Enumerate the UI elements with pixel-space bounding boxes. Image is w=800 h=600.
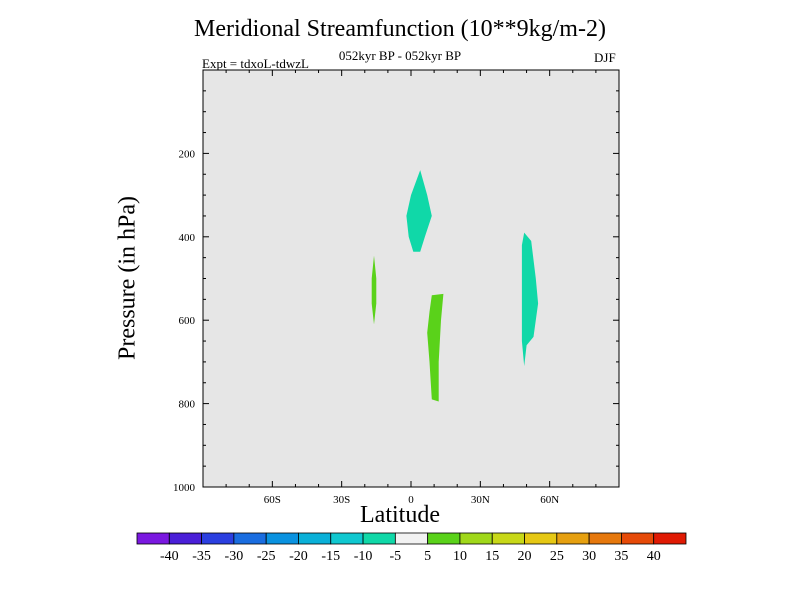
colorbar-label: -10 bbox=[354, 549, 373, 564]
y-tick-label: 800 bbox=[179, 399, 196, 411]
colorbar-label: -5 bbox=[390, 549, 402, 564]
colorbar-box bbox=[362, 532, 396, 545]
colorbar-box bbox=[136, 532, 170, 545]
y-tick-label: 600 bbox=[179, 315, 196, 327]
experiment-label: Expt = tdxoL-tdwzL bbox=[202, 56, 309, 71]
colorbar-label: 30 bbox=[582, 549, 596, 564]
chart-subtitle: 052kyr BP - 052kyr BP bbox=[338, 48, 462, 63]
colorbar-label: 40 bbox=[647, 549, 661, 564]
colorbar-box bbox=[524, 532, 558, 545]
colorbar-label: -20 bbox=[289, 549, 308, 564]
colorbar-label: 35 bbox=[614, 549, 628, 564]
colorbar-box bbox=[588, 532, 622, 545]
colorbar-box bbox=[394, 532, 429, 545]
x-tick-label: 60N bbox=[540, 494, 559, 506]
y-tick-label: 1000 bbox=[173, 482, 196, 494]
colorbar-label: 20 bbox=[518, 549, 532, 564]
colorbar-label: -35 bbox=[192, 549, 211, 564]
y-tick-label: 400 bbox=[179, 232, 196, 244]
colorbar-label: -40 bbox=[160, 549, 179, 564]
x-tick-label: 0 bbox=[408, 494, 414, 506]
plot-background bbox=[203, 70, 619, 487]
colorbar-label: -30 bbox=[225, 549, 244, 564]
colorbar-box bbox=[491, 532, 525, 545]
colorbar-box bbox=[168, 532, 202, 545]
x-tick-label: 30S bbox=[333, 494, 350, 506]
colorbar-box bbox=[201, 532, 235, 545]
colorbar-box bbox=[233, 532, 267, 545]
colorbar-label: -15 bbox=[321, 549, 340, 564]
colorbar-label: 25 bbox=[550, 549, 564, 564]
colorbar-label: 5 bbox=[424, 549, 431, 564]
x-tick-label: 60S bbox=[264, 494, 281, 506]
colorbar-box bbox=[427, 532, 461, 545]
colorbar-box bbox=[556, 532, 590, 545]
contour-region-south-subtropics-negative bbox=[371, 255, 377, 325]
y-tick-label: 200 bbox=[179, 148, 196, 160]
colorbar-label: -25 bbox=[257, 549, 276, 564]
x-axis-label: Latitude bbox=[360, 502, 440, 528]
colorbar-box bbox=[653, 532, 687, 545]
colorbar-label: 10 bbox=[453, 549, 467, 564]
chart-title: Meridional Streamfunction (10**9kg/m-2) bbox=[194, 16, 606, 42]
colorbar-box bbox=[265, 532, 299, 545]
colorbar-box bbox=[330, 532, 364, 545]
colorbar-label: 15 bbox=[485, 549, 499, 564]
colorbar-box bbox=[298, 532, 332, 545]
colorbar-box bbox=[621, 532, 655, 545]
colorbar-box bbox=[459, 532, 493, 545]
season-label: DJF bbox=[594, 50, 616, 65]
contour-region-upper-tropics-positive bbox=[406, 170, 432, 252]
contour-region-northern-midlatitude-positive bbox=[521, 232, 539, 367]
x-tick-label: 30N bbox=[471, 494, 490, 506]
contour-region-lower-tropics-negative bbox=[427, 293, 444, 402]
